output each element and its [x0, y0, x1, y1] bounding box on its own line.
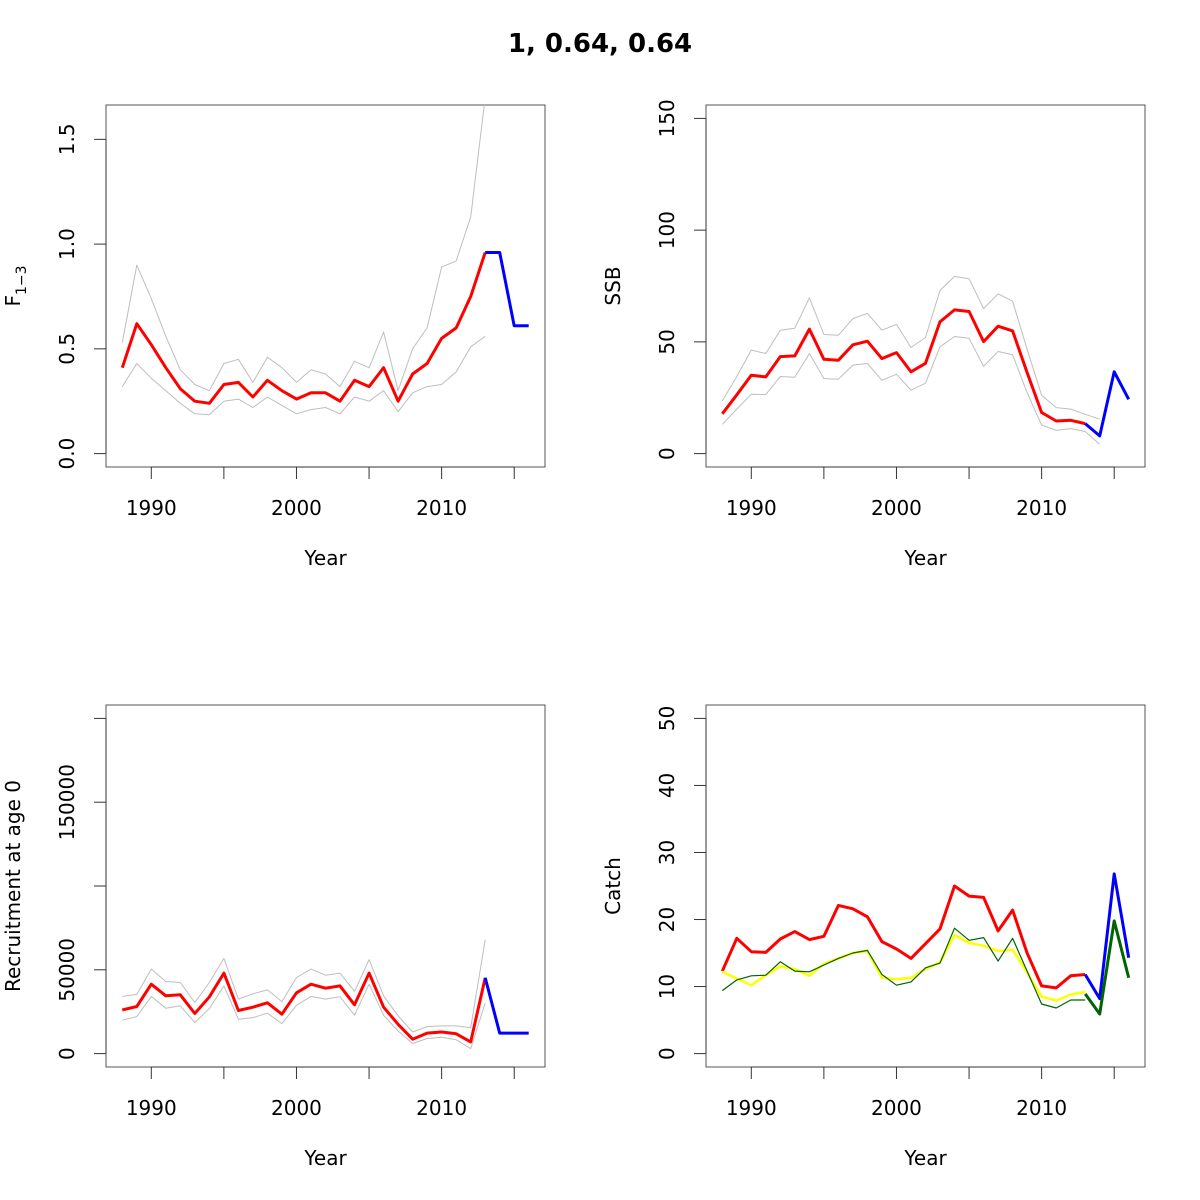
- plot-box: [105, 104, 546, 468]
- x-axis-title: Year: [903, 1146, 947, 1170]
- y-tick-label: 50000: [55, 938, 79, 1002]
- y-tick-label: 1.0: [55, 228, 79, 260]
- x-axis-title: Year: [903, 546, 947, 570]
- y-tick-label: 150: [655, 99, 679, 137]
- series-line-lower: [721, 336, 1101, 445]
- series-group: [121, 939, 529, 1050]
- panel-f: 1990 2000 2010 Year 0.0 0.5 1.0 1.5 F1−3: [1, 104, 546, 570]
- y-tick-label: 50: [655, 329, 679, 354]
- x-tick-label: 2010: [416, 496, 467, 520]
- x-tick-label: 2000: [271, 1096, 322, 1120]
- x-axis: 1990 2000 2010 Year: [126, 1066, 515, 1170]
- y-axis: 0 50000 150000 Recruitment at age 0: [1, 717, 107, 1060]
- y-tick-label: 0.0: [55, 438, 79, 470]
- x-tick-label: 2000: [871, 1096, 922, 1120]
- y-tick-label: 150000: [55, 764, 79, 840]
- y-axis-title: F1−3: [1, 265, 30, 306]
- x-axis: 1990 2000 2010 Year: [126, 466, 515, 570]
- series-line-lower: [122, 983, 486, 1050]
- y-tick-label: 10: [655, 974, 679, 999]
- y-tick-label: 1.5: [55, 123, 79, 155]
- series-line-estimate: [721, 308, 1086, 426]
- panel-ssb: 1990 2000 2010 Year 0 50 100 150 SSB: [601, 99, 1146, 570]
- y-tick-label: 40: [655, 773, 679, 798]
- series-line-forecast: [483, 977, 529, 1035]
- y-axis: 0 10 20 30 40 50 Catch: [601, 706, 707, 1060]
- x-tick-label: 2010: [1016, 1096, 1067, 1120]
- series-line-upper: [721, 275, 1100, 420]
- series-group: [720, 872, 1131, 1016]
- x-tick-label: 2000: [271, 496, 322, 520]
- x-axis-title: Year: [303, 1146, 347, 1170]
- y-tick-label: 0: [55, 1047, 79, 1060]
- y-tick-label: 0.5: [55, 333, 79, 365]
- x-axis-title: Year: [303, 546, 347, 570]
- series-line-observed: [721, 927, 1086, 1009]
- x-axis: 1990 2000 2010 Year: [726, 1066, 1115, 1170]
- x-tick-label: 1990: [726, 496, 777, 520]
- y-tick-label: 100: [655, 211, 679, 249]
- series-line-estimate: [120, 252, 487, 405]
- y-tick-label: 20: [655, 907, 679, 932]
- x-axis: 1990 2000 2010 Year: [726, 466, 1115, 570]
- x-tick-label: 2000: [871, 496, 922, 520]
- y-axis: 0 50 100 150 SSB: [601, 99, 707, 460]
- y-tick-label: 0: [655, 1047, 679, 1060]
- y-tick-label: 0: [655, 447, 679, 460]
- plot-box: [105, 704, 546, 1068]
- y-axis: 0.0 0.5 1.0 1.5 F1−3: [1, 123, 107, 470]
- plot-box: [705, 704, 1146, 1068]
- y-tick-label: 50: [655, 706, 679, 731]
- series-line-upper: [122, 939, 486, 1033]
- series-line-forecast: [1084, 370, 1131, 438]
- series-group: [120, 105, 529, 416]
- x-tick-label: 1990: [126, 496, 177, 520]
- series-line-forecast: [1083, 872, 1131, 1001]
- series-line-lower: [121, 335, 486, 416]
- plot-box: [705, 104, 1146, 468]
- series-line-model-fit: [721, 933, 1086, 1002]
- series-line-forecast-landings: [1083, 919, 1131, 1016]
- series-line-estimate: [121, 971, 487, 1044]
- y-axis-title: SSB: [601, 266, 625, 305]
- x-tick-label: 1990: [726, 1096, 777, 1120]
- y-tick-label: 30: [655, 840, 679, 865]
- x-tick-label: 2010: [416, 1096, 467, 1120]
- series-line-forecast: [485, 251, 529, 328]
- figure-title: 1, 0.64, 0.64: [508, 29, 692, 59]
- series-group: [721, 275, 1131, 445]
- panel-recruitment: 1990 2000 2010 Year 0 50000 150000 Recruitment …: [1, 704, 546, 1170]
- y-axis-title: Recruitment at age 0: [1, 780, 25, 992]
- series-line-estimate: [720, 884, 1086, 990]
- x-tick-label: 2010: [1016, 496, 1067, 520]
- x-tick-label: 1990: [126, 1096, 177, 1120]
- series-line-upper: [121, 105, 485, 392]
- y-axis-title: Catch: [601, 857, 625, 915]
- panel-catch: 1990 2000 2010 Year 0 10 20 30 40 50 Catch: [601, 704, 1146, 1170]
